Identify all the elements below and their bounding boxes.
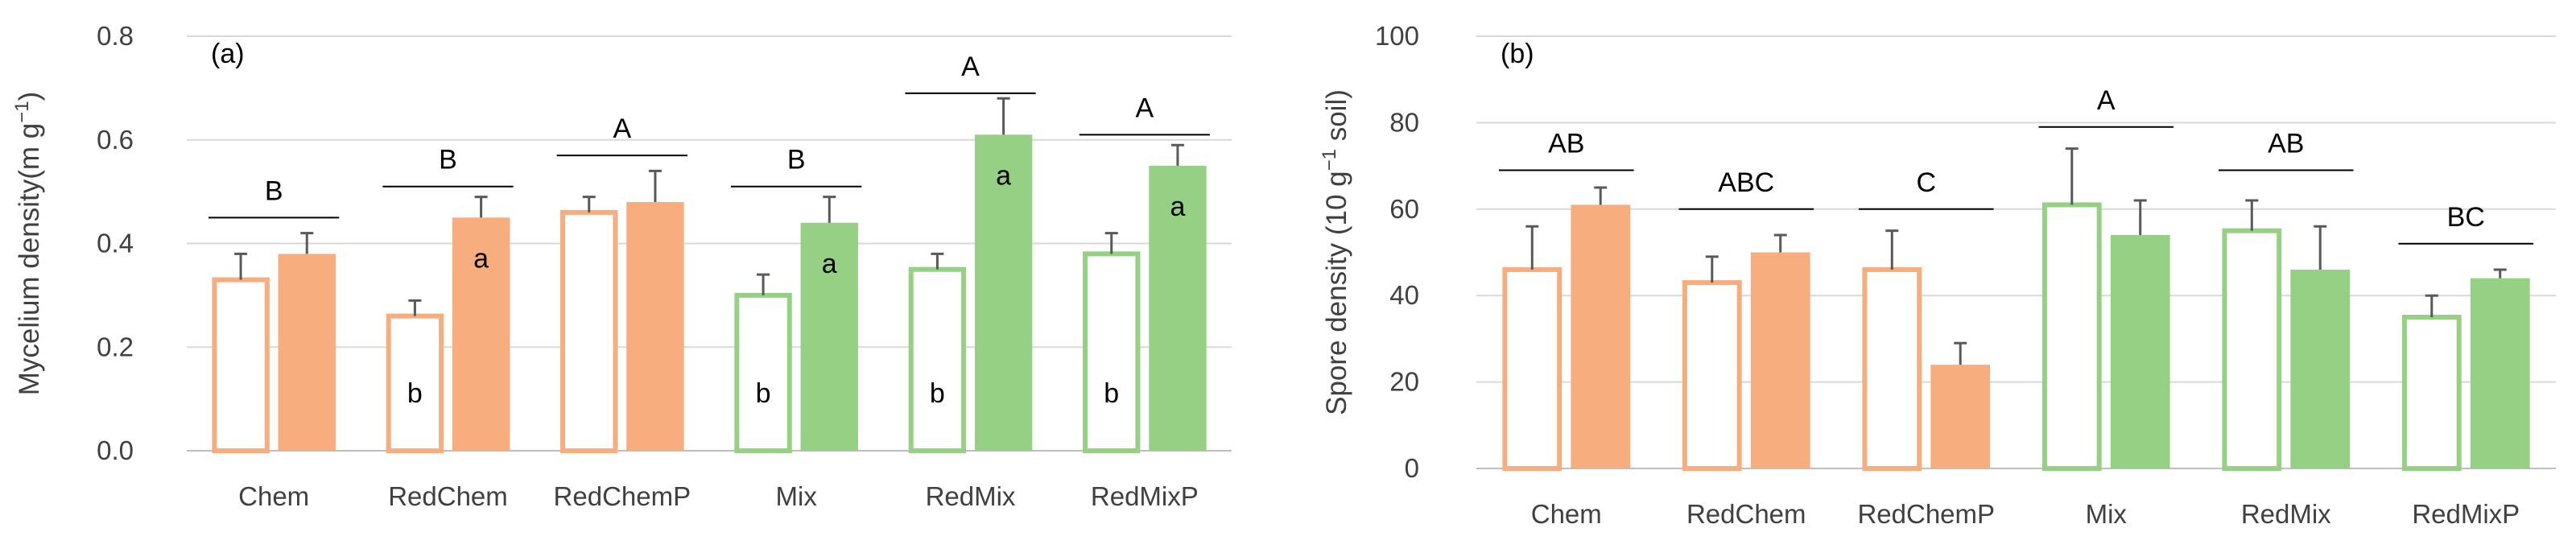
panel-b-bar-open — [1682, 280, 1742, 471]
panel-b-category-label: RedChem — [1686, 499, 1806, 529]
panel-b-category-label: RedChemP — [1857, 499, 1995, 529]
panel-a-bar-letter-filled: a — [822, 249, 837, 279]
panel-b-group-letter: AB — [2268, 128, 2304, 159]
panel-a-y-axis-title: Mycelium density(m g−1) — [11, 92, 45, 395]
panel-a-bar-filled — [626, 202, 684, 451]
panel-a-group-letter: B — [265, 175, 283, 206]
panel-b-category-label: Chem — [1531, 499, 1602, 529]
panel-a-bar-open — [212, 277, 270, 453]
panel-b-ytick-label: 60 — [1389, 194, 1419, 224]
panel-b-bar-filled — [2110, 235, 2170, 468]
panel-b-bar-filled — [1930, 365, 1991, 468]
panel-b-group-letter: ABC — [1718, 167, 1774, 198]
panel-b-bar-open — [1862, 266, 1922, 472]
panel-a-bar-letter-open: b — [1104, 378, 1119, 409]
panel-b-group-letter: C — [1916, 167, 1936, 198]
panel-b-ytick-label: 40 — [1389, 280, 1419, 310]
panel-a-bar-open — [560, 209, 618, 453]
panel-a-ytick-label: 0.4 — [97, 229, 134, 258]
panel-a-ytick-label: 0.8 — [97, 21, 134, 51]
panel-a-panel-label: (a) — [211, 39, 245, 69]
panel-b-ytick-label: 100 — [1375, 21, 1419, 51]
panel-b-group-letter: AB — [1548, 128, 1584, 159]
panel-b-group-letter: BC — [2447, 202, 2485, 233]
panel-b-group-letter: A — [2097, 85, 2116, 116]
panel-b-category-label: Mix — [2086, 499, 2128, 529]
panel-a-bar-filled — [278, 254, 336, 451]
panel-a-category-label: RedMixP — [1091, 481, 1199, 511]
panel-a-bar-open — [908, 266, 967, 453]
panel-b-bar-filled — [2470, 278, 2530, 468]
panel-b-spore-density: 0 20 40 60 80 100 Spore density (10 g−1 soil) (… — [1319, 21, 2556, 529]
panel-b-y-axis-title: Spore density (10 g−1 soil) — [1319, 89, 1352, 415]
panel-a-bar-open — [1083, 251, 1141, 453]
panel-a-bar-filled — [452, 217, 510, 451]
panel-a-mycelium-density: 0.0 0.2 0.4 0.6 0.8 Mycelium density(m g−1) (a… — [11, 21, 1232, 511]
panel-b-bar-open — [1502, 266, 1563, 472]
panel-b-category-label: RedMix — [2241, 499, 2331, 529]
panel-b-category-label: RedMixP — [2412, 499, 2520, 529]
panel-a-ytick-label: 0.0 — [97, 435, 134, 465]
panel-a-bar-open — [734, 292, 792, 453]
panel-b-bar-open — [2401, 315, 2462, 471]
panel-a-category-label: Mix — [776, 481, 818, 511]
panel-a-group-letter: A — [961, 52, 980, 82]
panel-a-group-letter: A — [613, 113, 631, 144]
panel-b-ytick-label: 20 — [1389, 367, 1419, 397]
panel-b-bar-filled — [1571, 204, 1631, 468]
panel-a-bar-letter-open: b — [930, 378, 945, 409]
panel-a-bar-filled — [1149, 165, 1207, 451]
panel-a-bar-letter-open: b — [407, 378, 423, 409]
panel-a-group-letter: A — [1135, 93, 1154, 123]
panel-a-bar-filled — [974, 134, 1033, 451]
panel-a-bar-letter-filled: a — [1170, 192, 1185, 222]
panel-a-bar-letter-open: b — [756, 378, 771, 409]
panel-a-category-label: RedMix — [926, 481, 1016, 511]
panel-b-panel-label: (b) — [1501, 39, 1534, 69]
panel-b-ytick-label: 80 — [1389, 107, 1419, 137]
panel-a-ytick-label: 0.2 — [97, 332, 134, 361]
panel-a-ytick-label: 0.6 — [97, 125, 134, 155]
panel-b-bar-open — [2041, 202, 2102, 471]
panel-a-group-letter: B — [439, 145, 457, 175]
panel-b-ytick-label: 0 — [1405, 453, 1419, 483]
panel-a-category-label: RedChem — [388, 481, 508, 511]
panel-a-bar-letter-filled: a — [473, 243, 489, 274]
panel-b-bar-filled — [2290, 269, 2351, 468]
panel-a-bar-filled — [800, 222, 858, 451]
panel-a-category-label: RedChemP — [554, 481, 691, 511]
panel-b-bar-open — [2222, 228, 2282, 471]
panel-b-bar-filled — [1750, 252, 1810, 468]
panel-a-category-label: Chem — [238, 481, 309, 511]
panel-a-bar-letter-filled: a — [996, 160, 1011, 191]
panel-a-group-letter: B — [787, 145, 806, 175]
